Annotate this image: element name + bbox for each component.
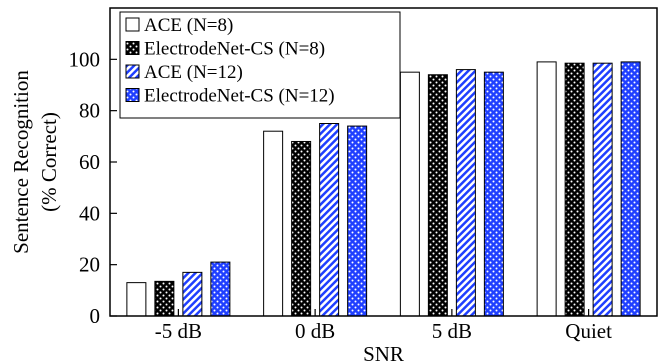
legend-swatch-3 bbox=[125, 64, 140, 79]
y-tick-label-1: 20 bbox=[79, 253, 100, 277]
bar-4-2 bbox=[347, 125, 368, 317]
x-tick-label-3: Quiet bbox=[565, 319, 612, 343]
legend: ACE (N=8) ElectrodeNet-CS (N=8)ACE (N=12)… bbox=[119, 11, 401, 119]
legend-label-1: ACE (N=8) bbox=[144, 15, 233, 36]
ticks-group: 0 20 40 60 80 100 -5 dB 0 dB 5 dB Quiet bbox=[69, 47, 613, 343]
bar-2-4 bbox=[564, 62, 585, 317]
bar-1-3 bbox=[399, 71, 420, 317]
bar-3-2 bbox=[319, 123, 340, 317]
bar-4-1 bbox=[210, 261, 231, 317]
legend-label-2: ElectrodeNet-CS (N=8) bbox=[144, 39, 325, 60]
x-tick-label-0: -5 dB bbox=[155, 319, 202, 343]
legend-label-3: ACE (N=12) bbox=[144, 62, 243, 83]
bar-2-1 bbox=[154, 280, 175, 317]
x-tick-label-1: 0 dB bbox=[295, 319, 335, 343]
bar-1-4 bbox=[536, 61, 557, 317]
bar-2-3 bbox=[427, 74, 448, 317]
y-tick-label-4: 80 bbox=[79, 99, 100, 123]
bar-4-4 bbox=[620, 61, 641, 317]
bar-3-4 bbox=[592, 62, 613, 317]
y-axis-label-line-2: (% Correct) bbox=[37, 112, 61, 212]
legend-label-4: ElectrodeNet-CS (N=12) bbox=[144, 86, 335, 107]
bar-2-2 bbox=[291, 140, 312, 317]
y-tick-label-2: 40 bbox=[79, 201, 100, 225]
x-axis-label: SNR bbox=[363, 342, 404, 364]
bar-4-3 bbox=[483, 71, 504, 317]
bar-3-1 bbox=[182, 271, 203, 317]
legend-box bbox=[119, 11, 401, 119]
y-tick-label-5: 100 bbox=[69, 47, 101, 71]
legend-swatch-2 bbox=[125, 41, 140, 55]
bar-1-2 bbox=[263, 130, 284, 317]
y-tick-label-0: 0 bbox=[90, 304, 101, 328]
bar-3-3 bbox=[455, 69, 476, 317]
x-tick-label-2: 5 dB bbox=[432, 319, 472, 343]
y-axis-label-line-1: Sentence Recognition bbox=[9, 70, 33, 254]
legend-swatch-1 bbox=[125, 17, 140, 32]
legend-swatch-4 bbox=[125, 88, 140, 102]
bar-1-1 bbox=[126, 282, 147, 317]
y-tick-label-3: 60 bbox=[79, 150, 100, 174]
